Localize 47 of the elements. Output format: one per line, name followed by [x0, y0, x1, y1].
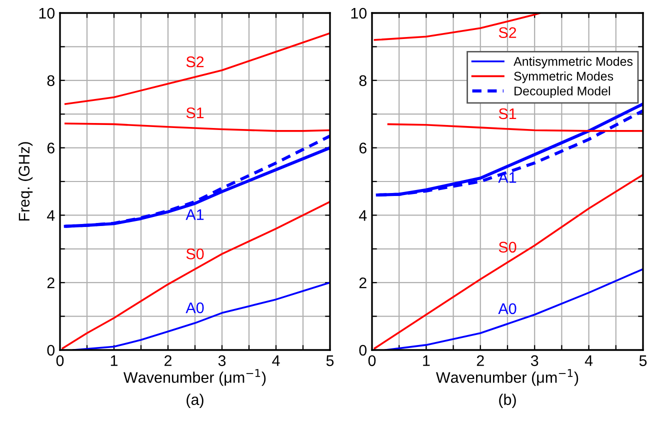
x-tick-label: 0 — [368, 355, 376, 366]
x-tick-label: 2 — [164, 355, 172, 366]
annotation: S2 — [186, 56, 204, 68]
annotation: S0 — [186, 248, 204, 260]
annotation: A1 — [186, 209, 204, 220]
x-tick-label: 4 — [272, 355, 280, 366]
annotation: S1 — [498, 108, 516, 120]
annotation: S0 — [498, 242, 516, 253]
y-axis-title: Freq. (GHz) — [18, 142, 33, 221]
x-tick-label: 3 — [218, 355, 226, 366]
y-tick-label: 10 — [39, 8, 55, 19]
line-series — [64, 32, 330, 105]
legend-label: Decoupled Model — [514, 86, 610, 98]
x-tick-label: 2 — [476, 355, 484, 366]
y-tick-label: 2 — [47, 277, 54, 288]
text: (b) — [499, 394, 516, 408]
text: (a) — [186, 394, 204, 408]
annotation: S1 — [186, 107, 204, 118]
x-axis-title: Wavenumber (μm$^{−1}$) — [436, 369, 578, 386]
x-tick-label: 5 — [326, 355, 334, 366]
y-tick-label: 2 — [359, 277, 366, 288]
line-series — [374, 174, 643, 350]
line-series — [64, 122, 330, 132]
y-tick-label: 6 — [47, 142, 54, 154]
y-tick-label: 4 — [46, 210, 55, 221]
y-tick-label: 6 — [359, 142, 366, 154]
y-tick-label: 0 — [359, 344, 367, 356]
y-tick-label: 10 — [351, 8, 367, 19]
y-tick-label: 8 — [359, 75, 366, 86]
y-tick-label: 0 — [47, 344, 55, 356]
x-tick-label: 1 — [423, 355, 430, 366]
y-tick-label: 4 — [358, 210, 367, 221]
legend-label: Antisymmetric Modes — [514, 56, 633, 68]
x-tick-label: 4 — [584, 355, 593, 366]
x-axis-title: Wavenumber (μm$^{−1}$) — [123, 369, 266, 386]
annotation: S2 — [498, 27, 516, 38]
line-series — [387, 123, 643, 132]
x-tick-label: 1 — [110, 355, 118, 366]
x-tick-label: 0 — [56, 355, 64, 366]
annotation: A0 — [498, 303, 516, 314]
annotation: A0 — [186, 302, 204, 314]
legend-label: Symmetric Modes — [514, 71, 614, 84]
x-tick-label: 5 — [639, 355, 647, 366]
y-tick-label: 8 — [47, 75, 54, 86]
line-series — [374, 13, 541, 41]
x-tick-label: 3 — [530, 355, 538, 366]
line-series — [62, 200, 330, 350]
